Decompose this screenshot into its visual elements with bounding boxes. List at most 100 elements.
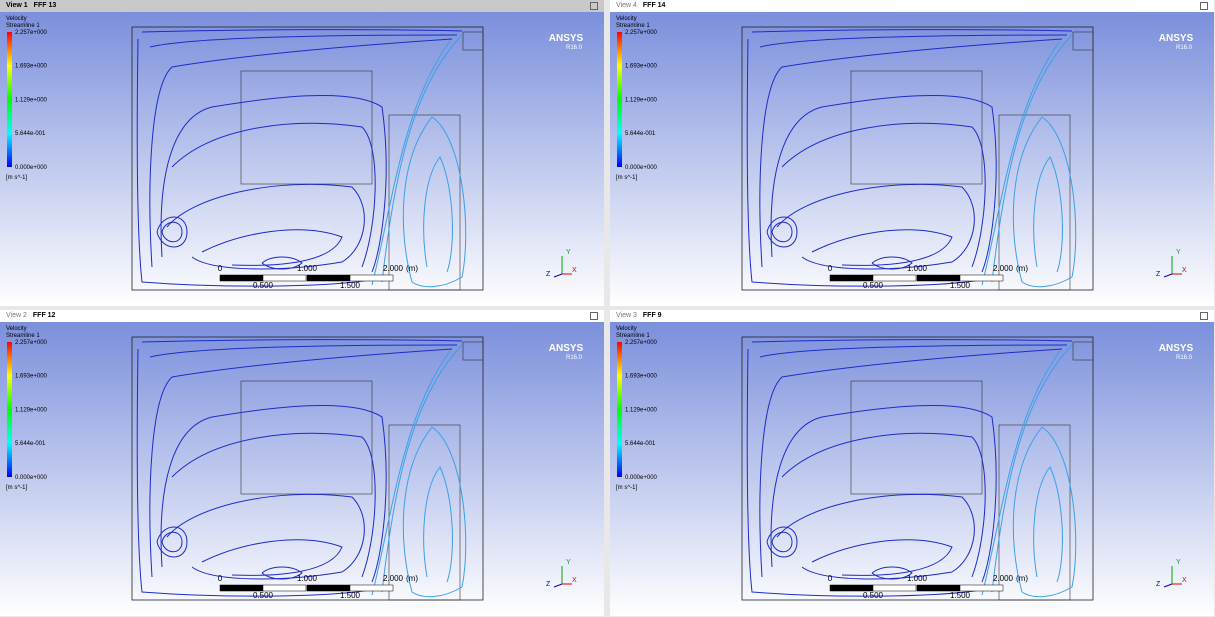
logo-version: R16.0	[1176, 45, 1193, 51]
background	[0, 12, 604, 306]
legend-label: 2.257e+000	[15, 340, 48, 346]
scale-label: 1.500	[950, 591, 971, 600]
scale-label: 1.500	[340, 591, 361, 600]
legend-title: Velocity	[616, 326, 637, 332]
viewport-header: View 1 FFF 13	[0, 0, 604, 12]
logo-name: ANSYS	[1159, 33, 1194, 44]
logo-name: ANSYS	[1159, 343, 1194, 354]
scale-label: 0.500	[863, 591, 884, 600]
color-bar	[617, 32, 622, 167]
viewport: View 3FFF 9 VelocityStreamline 12.257e+0…	[610, 310, 1214, 616]
legend-label: 2.257e+000	[15, 30, 48, 36]
legend-variable: Streamline 1	[6, 23, 40, 29]
scale-label: 1.000	[297, 264, 318, 273]
scale-label: 1.000	[297, 574, 318, 583]
legend-label: 5.644e-001	[15, 131, 46, 137]
viewport-header: View 3FFF 9	[610, 310, 1214, 322]
background	[610, 322, 1214, 616]
viewport-canvas: VelocityStreamline 12.257e+000 1.693e+000…	[0, 12, 604, 306]
legend-label: 1.129e+000	[625, 97, 658, 103]
viewport: View 2 FFF 12 VelocityStreamline 12.257e+…	[0, 310, 604, 616]
legend-label: 1.693e+000	[15, 64, 48, 70]
logo-name: ANSYS	[549, 343, 584, 354]
triad-label-y: Y	[1176, 249, 1181, 256]
color-bar	[617, 342, 622, 477]
legend-label: 5.644e-001	[625, 131, 656, 137]
legend-label: 1.693e+000	[625, 374, 658, 380]
scale-label: 1.500	[950, 281, 971, 290]
background	[610, 12, 1214, 306]
triad-label-y: Y	[1176, 559, 1181, 566]
view-name[interactable]: View 4	[616, 2, 637, 9]
legend-title: Velocity	[6, 326, 27, 332]
legend-label: 2.257e+000	[625, 30, 658, 36]
triad-label-x: X	[572, 267, 577, 274]
cfd-post-window: View 1FFF 13 VelocityStreamline 12.257e+…	[0, 0, 1215, 617]
case-name: FFF 12	[33, 312, 56, 319]
legend-label: 1.129e+000	[625, 407, 658, 413]
color-bar	[7, 32, 12, 167]
scale-label: 0	[828, 264, 833, 273]
maximize-button[interactable]	[1200, 312, 1208, 320]
triad-label-z: Z	[1156, 271, 1161, 278]
legend-label: 2.257e+000	[625, 340, 658, 346]
view-name[interactable]: View 3	[616, 312, 637, 319]
scale-label: 2.000	[383, 264, 404, 273]
case-name: FFF 13	[34, 2, 57, 9]
scale-label: 0	[218, 574, 223, 583]
legend-label: 1.693e+000	[15, 374, 48, 380]
scale-label: 0.500	[253, 591, 274, 600]
legend-label: 1.129e+000	[15, 97, 48, 103]
legend-title: Velocity	[6, 16, 27, 22]
legend-label: 0.000e+000	[15, 475, 48, 481]
legend-variable: Streamline 1	[616, 333, 650, 339]
legend-label: 0.000e+000	[625, 165, 658, 171]
view-name[interactable]: View 2	[6, 312, 27, 319]
legend-variable: Streamline 1	[616, 23, 650, 29]
scale-unit: (m)	[406, 264, 418, 273]
legend-label: 0.000e+000	[15, 165, 48, 171]
viewport-header: View 4 FFF 14	[610, 0, 1214, 12]
view-name[interactable]: View 1	[6, 2, 28, 9]
triad-label-x: X	[1182, 267, 1187, 274]
triad-label-z: Z	[546, 271, 551, 278]
scale-label: 2.000	[383, 574, 404, 583]
legend-variable: Streamline 1	[6, 333, 40, 339]
triad-label-z: Z	[1156, 581, 1161, 588]
viewport: View 1 FFF 13 VelocityStreamline 12.257e+…	[0, 0, 604, 306]
legend-label: 1.129e+000	[15, 407, 48, 413]
scale-label: 0.500	[863, 281, 884, 290]
background	[0, 322, 604, 616]
color-bar	[7, 342, 12, 477]
scale-unit: (m)	[1016, 264, 1028, 273]
triad-label-z: Z	[546, 581, 551, 588]
scale-label: 0.500	[253, 281, 274, 290]
logo-version: R16.0	[566, 45, 583, 51]
viewport-header: View 2 FFF 12	[0, 310, 604, 322]
scale-label: 0	[218, 264, 223, 273]
triad-label-y: Y	[566, 249, 571, 256]
triad-label-y: Y	[566, 559, 571, 566]
triad-label-x: X	[572, 577, 577, 584]
scale-label: 1.000	[907, 264, 928, 273]
logo-name: ANSYS	[549, 33, 584, 44]
legend-label: 5.644e-001	[625, 441, 656, 447]
scale-unit: (m)	[406, 574, 418, 583]
maximize-button[interactable]	[1200, 2, 1208, 10]
logo-version: R16.0	[1176, 355, 1193, 361]
legend-unit: [m s^-1]	[616, 485, 637, 491]
legend-unit: [m s^-1]	[6, 175, 27, 181]
legend-title: Velocity	[616, 16, 637, 22]
legend-unit: [m s^-1]	[616, 175, 637, 181]
scale-label: 1.000	[907, 574, 928, 583]
scale-label: 2.000	[993, 574, 1014, 583]
legend-label: 5.644e-001	[15, 441, 46, 447]
case-name: FFF 14	[643, 2, 666, 9]
maximize-button[interactable]	[590, 2, 598, 10]
maximize-button[interactable]	[590, 312, 598, 320]
legend-unit: [m s^-1]	[6, 485, 27, 491]
